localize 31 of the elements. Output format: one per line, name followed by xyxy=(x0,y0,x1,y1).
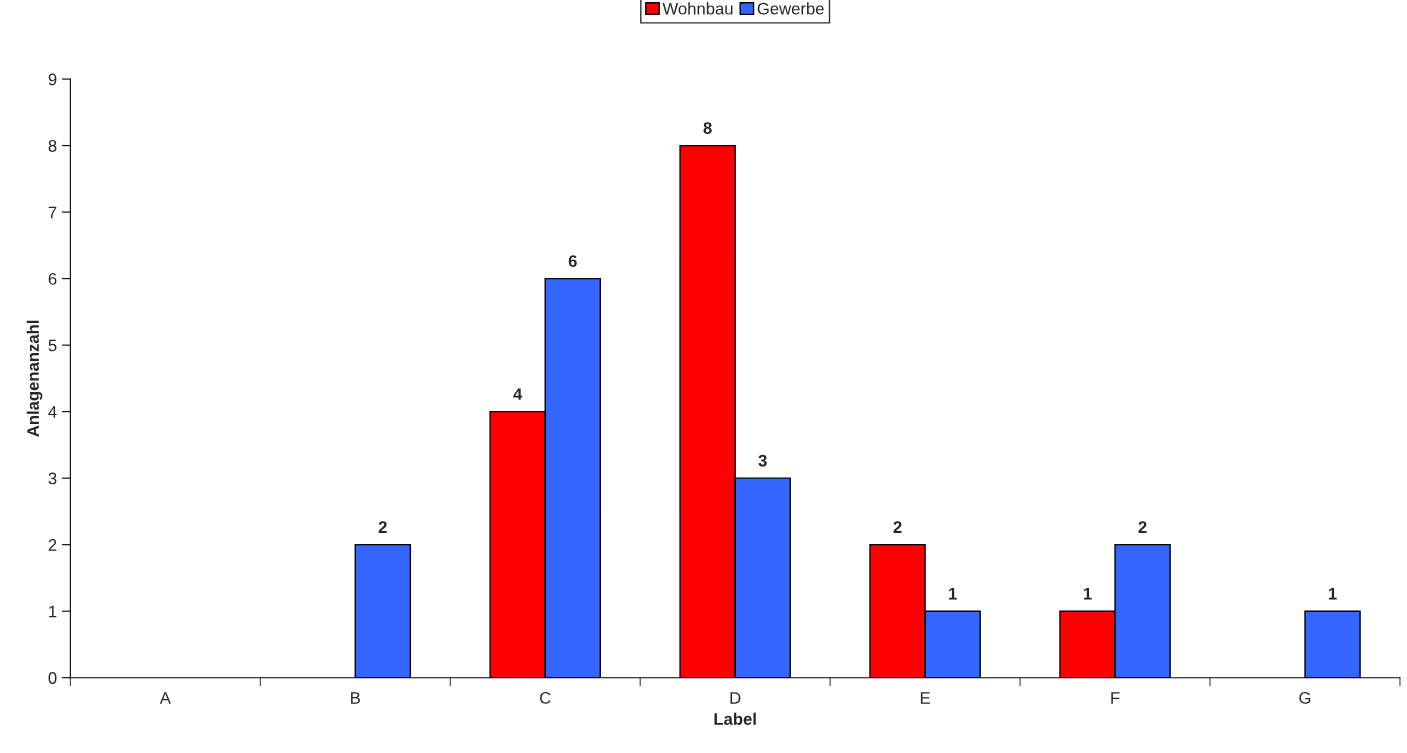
data-label: 8 xyxy=(703,122,712,134)
data-label: 1 xyxy=(949,587,957,600)
y-tick-label: 8 xyxy=(48,139,57,152)
x-tick-label: F xyxy=(1111,692,1120,704)
data-label: 3 xyxy=(758,454,767,467)
x-tick-label: G xyxy=(1299,692,1311,704)
data-label: 2 xyxy=(378,521,387,533)
x-tick-label: D xyxy=(730,692,741,704)
y-tick-label: 7 xyxy=(48,206,57,219)
legend-label: Wohnbau xyxy=(662,2,733,15)
x-tick-label: B xyxy=(351,692,360,704)
data-label: 2 xyxy=(1138,521,1147,533)
y-tick-label: 2 xyxy=(48,539,57,551)
data-label: 4 xyxy=(513,388,523,400)
data-label: 1 xyxy=(1328,587,1337,600)
x-tick-label: A xyxy=(159,692,171,704)
data-label: 1 xyxy=(1083,587,1092,600)
y-tick-label: 4 xyxy=(48,406,57,418)
data-label: 2 xyxy=(893,521,902,533)
x-axis-title: Label xyxy=(714,712,756,725)
y-tick-label: 6 xyxy=(48,273,57,285)
y-tick-label: 9 xyxy=(48,73,57,86)
y-tick-label: 1 xyxy=(49,605,57,618)
y-tick-label: 3 xyxy=(48,472,57,485)
data-label: 6 xyxy=(568,255,577,267)
y-tick-label: 0 xyxy=(48,672,57,684)
x-tick-label: E xyxy=(920,692,930,704)
legend-label: Gewerbe xyxy=(757,2,824,15)
y-tick-label: 5 xyxy=(48,339,57,352)
y-axis-title: Anlagenanzahl xyxy=(26,320,43,437)
x-tick-label: C xyxy=(540,692,551,704)
